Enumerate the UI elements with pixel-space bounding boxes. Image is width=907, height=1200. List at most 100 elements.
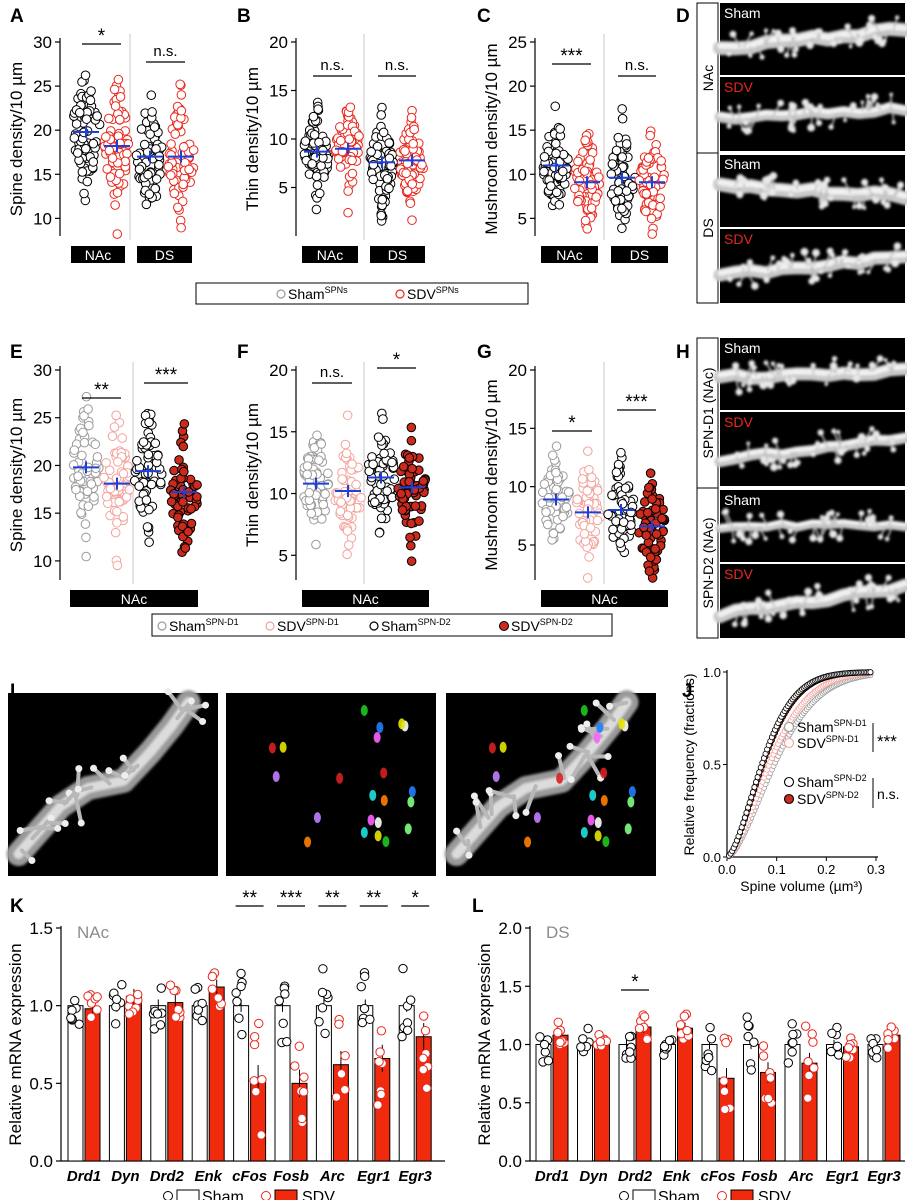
spine-segment (596, 722, 604, 734)
spine-head (794, 459, 801, 466)
data-point (621, 186, 632, 196)
x-category-label: Fosb (742, 1168, 778, 1185)
data-point (176, 105, 187, 116)
data-point (151, 174, 162, 184)
legend-sdv-swatch (730, 1189, 754, 1200)
data-point (645, 130, 655, 141)
spine-head (785, 596, 793, 604)
spine-head (777, 45, 785, 53)
cdf-point (754, 774, 761, 781)
spine-head (779, 534, 785, 540)
data-point (178, 179, 189, 190)
spine-head (775, 260, 783, 267)
y-tick-label: 10 (508, 165, 527, 184)
cdf-point (743, 809, 750, 816)
data-point-sham (746, 1065, 756, 1075)
data-point (616, 447, 626, 458)
spine-head (772, 437, 779, 444)
spine-head (779, 611, 787, 620)
spine-head (731, 538, 737, 544)
spine-segment (628, 786, 636, 798)
y-tick-label: 20 (269, 361, 288, 380)
scatter-legend-middle: ShamSPN-D1 SDVSPN-D1 ShamSPN-D2 SDVSPN-D… (151, 613, 613, 637)
data-point (166, 170, 176, 181)
spine-segment (336, 772, 344, 784)
data-point (574, 175, 585, 186)
data-point (592, 515, 603, 526)
spine-head (746, 512, 753, 520)
legend-sdv-d2-marker (499, 621, 509, 631)
x-category-label: Egr3 (867, 1168, 901, 1185)
bar-sham (108, 1005, 125, 1162)
data-point (83, 501, 94, 511)
spine-head (746, 259, 754, 266)
panel-letter-d: D (676, 6, 690, 27)
region-box-label: DS (388, 247, 407, 263)
spine-head (872, 430, 879, 437)
data-point (621, 139, 632, 149)
spine-head (765, 589, 772, 596)
data-point (409, 124, 420, 135)
data-point (73, 471, 83, 481)
data-point (634, 175, 645, 186)
spine-segment (587, 814, 595, 826)
data-point (318, 499, 329, 510)
region-box-label: NAc (556, 247, 582, 263)
data-point (112, 187, 123, 198)
data-point-sdv (249, 1076, 259, 1086)
data-point-sham (110, 1019, 121, 1029)
data-point (79, 188, 89, 199)
data-point (144, 537, 154, 547)
panel-letter-g: G (477, 342, 492, 363)
spine-head (202, 701, 210, 709)
bar-sdv (552, 1034, 569, 1162)
data-point (313, 104, 323, 115)
data-point (71, 119, 82, 129)
data-point (406, 518, 416, 529)
region-box-label: NAc (85, 247, 111, 263)
data-point (147, 107, 157, 117)
spine-segment (580, 827, 588, 839)
data-point (407, 215, 417, 225)
chart-b-thin-density: 5 10 15 20 Thin density/10 µm n.s. n.s. NAc DS (243, 33, 428, 263)
data-point-sham (624, 1031, 635, 1042)
cdf-point (867, 669, 874, 676)
data-point (74, 107, 85, 118)
y-axis-label: Relative frequency (fractions) (681, 673, 697, 855)
x-category-label: Arc (319, 1168, 346, 1185)
data-point (563, 487, 574, 497)
spine-head (776, 510, 785, 519)
spine-head (75, 765, 83, 773)
panel-letter-h: H (676, 342, 690, 363)
spine-head (777, 99, 785, 107)
spine-head (848, 44, 853, 49)
data-point-sham (111, 994, 122, 1005)
x-category-label: Fosb (273, 1168, 309, 1185)
spine-segment (304, 836, 312, 848)
spine-head (861, 178, 869, 186)
cdf-point (740, 819, 747, 826)
data-point (184, 164, 194, 175)
data-point (580, 215, 591, 226)
spine-head (512, 812, 520, 820)
chart-title: NAc (77, 923, 110, 942)
data-point-sdv (883, 1043, 893, 1053)
data-point-sham (583, 1023, 593, 1034)
data-point (117, 433, 127, 443)
legend-label-sup: SPN-D2 (826, 790, 859, 800)
data-point (312, 430, 322, 441)
spine-head (853, 451, 860, 458)
data-point (574, 508, 585, 519)
data-point (320, 489, 330, 499)
y-axis-label: Thin density/10 µm (243, 67, 262, 211)
legend-label: SDVSPN-D2 (797, 790, 859, 807)
spine-head (843, 448, 848, 453)
data-point-sham (625, 1047, 635, 1057)
data-point (88, 157, 99, 167)
data-point (114, 168, 125, 179)
data-point (77, 167, 88, 177)
data-point-sham (535, 1032, 545, 1042)
x-category-label: Drd1 (67, 1168, 101, 1185)
spine-head (119, 754, 127, 762)
spine-head (846, 365, 851, 370)
